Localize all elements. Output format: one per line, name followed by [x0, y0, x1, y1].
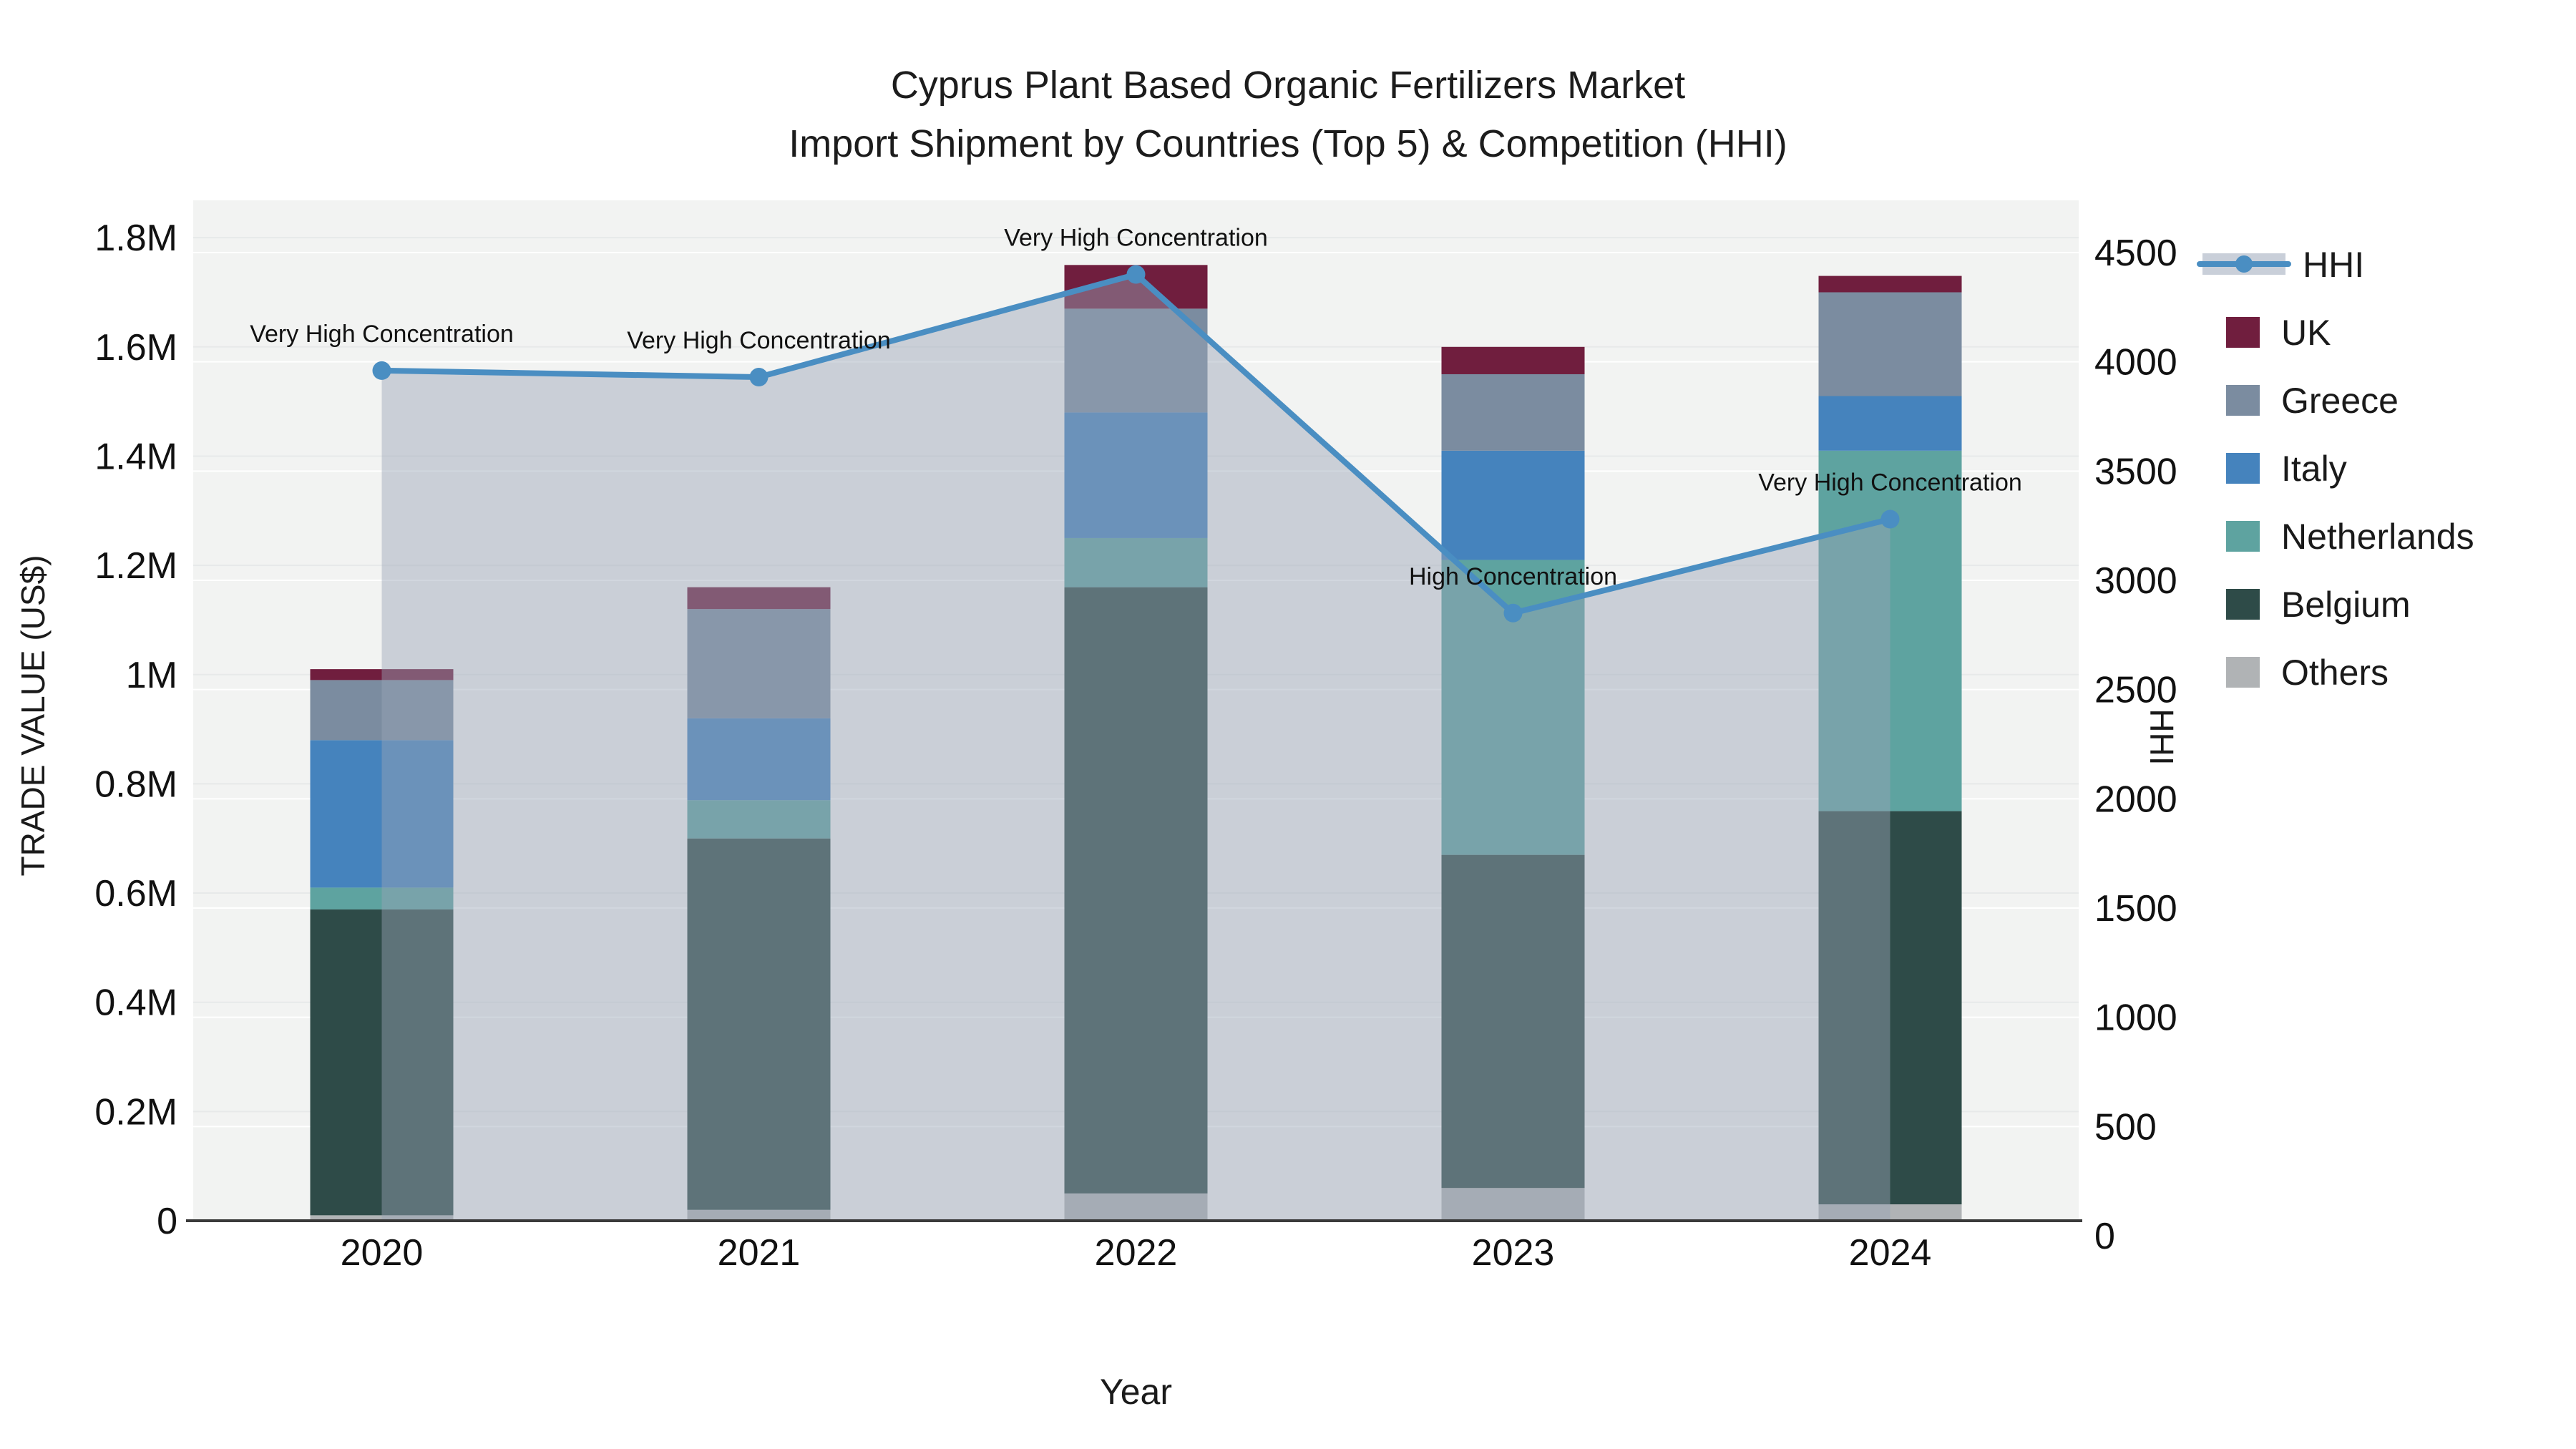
hhi-legend-sample-icon	[2197, 249, 2291, 280]
bar-segment-others-2023[interactable]	[1441, 1188, 1585, 1221]
y-left-tick-1.2M: 1.2M	[94, 545, 177, 587]
bar-segment-greece-2022[interactable]	[1064, 308, 1208, 413]
hhi-marker-2022[interactable]	[1126, 265, 1146, 284]
y-right-tick-2000: 2000	[2094, 779, 2177, 820]
hhi-area-fill	[381, 274, 1890, 1221]
bar-segment-belgium-2022[interactable]	[1064, 587, 1208, 1194]
hhi-marker-2024[interactable]	[1880, 509, 1900, 529]
bar-segment-italy-2023[interactable]	[1441, 450, 1585, 560]
legend-swatch-belgium	[2226, 589, 2260, 620]
legend-swatch-netherlands	[2226, 521, 2260, 552]
bar-segment-uk-2023[interactable]	[1441, 346, 1585, 374]
y-right-tick-500: 500	[2094, 1106, 2157, 1148]
annotation-2020: Very High Concentration	[250, 321, 514, 348]
bar-segment-uk-2024[interactable]	[1818, 275, 1962, 293]
annotation-2024: Very High Concentration	[1758, 469, 2022, 497]
bar-segment-belgium-2020[interactable]	[310, 909, 454, 1216]
bar-segment-uk-2021[interactable]	[687, 587, 831, 610]
bar-segment-netherlands-2022[interactable]	[1064, 537, 1208, 587]
bar-segment-uk-2020[interactable]	[310, 669, 454, 680]
legend-label-italy: Italy	[2281, 448, 2347, 489]
hhi-marker-2021[interactable]	[749, 368, 769, 387]
y-left-tick-0: 0	[157, 1201, 177, 1242]
legend-label-uk: UK	[2281, 312, 2331, 353]
bar-segment-italy-2024[interactable]	[1818, 396, 1962, 451]
bar-segment-italy-2022[interactable]	[1064, 412, 1208, 538]
chart-title-line1: Cyprus Plant Based Organic Fertilizers M…	[890, 64, 1686, 107]
x-axis-title: Year	[1100, 1372, 1172, 1412]
y-right-tick-4500: 4500	[2094, 233, 2177, 274]
legend-item-italy[interactable]: Italy	[2202, 434, 2474, 502]
bar-segment-belgium-2023[interactable]	[1441, 854, 1585, 1189]
legend-label-netherlands: Netherlands	[2281, 516, 2474, 557]
bar-segment-others-2022[interactable]	[1064, 1193, 1208, 1221]
x-tick-2023[interactable]: 2023	[1472, 1232, 1555, 1274]
y-left-tick-1.4M: 1.4M	[94, 436, 177, 477]
y-left-tick-1M: 1M	[126, 655, 177, 696]
annotation-2021: Very High Concentration	[627, 327, 891, 354]
bar-segment-greece-2024[interactable]	[1818, 292, 1962, 396]
legend-item-hhi[interactable]: HHI	[2197, 230, 2474, 298]
legend-label-belgium: Belgium	[2281, 584, 2411, 625]
chart-title-line2: Import Shipment by Countries (Top 5) & C…	[789, 122, 1787, 165]
legend-swatch-italy	[2226, 453, 2260, 484]
legend-item-uk[interactable]: UK	[2202, 298, 2474, 366]
bar-segment-greece-2023[interactable]	[1441, 374, 1585, 451]
y-left-axis-title: TRADE VALUE (US$)	[14, 555, 52, 876]
x-tick-2021[interactable]: 2021	[718, 1232, 801, 1274]
bar-segment-greece-2021[interactable]	[687, 609, 831, 718]
y-right-tick-1500: 1500	[2094, 888, 2177, 930]
bar-segment-belgium-2024[interactable]	[1818, 811, 1962, 1205]
legend-item-netherlands[interactable]: Netherlands	[2202, 502, 2474, 570]
y-right-tick-4000: 4000	[2094, 342, 2177, 384]
bar-segment-others-2020[interactable]	[310, 1215, 454, 1221]
y-right-tick-1000: 1000	[2094, 997, 2177, 1039]
y-right-axis-title: HHI	[2143, 708, 2180, 765]
y-left-tick-0.6M: 0.6M	[94, 873, 177, 914]
legend-swatch-others	[2226, 657, 2260, 688]
legend-label-others: Others	[2281, 652, 2389, 693]
bar-segment-others-2024[interactable]	[1818, 1204, 1962, 1221]
y-right-tick-3500: 3500	[2094, 451, 2177, 492]
y-right-tick-0: 0	[2094, 1216, 2115, 1257]
legend-swatch-uk	[2226, 317, 2260, 348]
y-left-tick-1.6M: 1.6M	[94, 327, 177, 369]
x-tick-2020[interactable]: 2020	[341, 1232, 424, 1274]
legend-item-greece[interactable]: Greece	[2202, 366, 2474, 434]
y-left-tick-0.8M: 0.8M	[94, 763, 177, 805]
hhi-marker-2023[interactable]	[1503, 603, 1523, 623]
y-left-tick-1.8M: 1.8M	[94, 218, 177, 259]
legend-swatch-greece	[2226, 385, 2260, 416]
legend: HHI UK Greece Italy Netherlands Belgium Others	[2197, 230, 2474, 706]
x-tick-2024[interactable]: 2024	[1849, 1232, 1932, 1274]
legend-item-belgium[interactable]: Belgium	[2202, 570, 2474, 638]
legend-label-greece: Greece	[2281, 380, 2399, 421]
bar-segment-greece-2020[interactable]	[310, 680, 454, 741]
legend-item-others[interactable]: Others	[2202, 638, 2474, 706]
bar-segment-belgium-2021[interactable]	[687, 838, 831, 1210]
annotation-2023: High Concentration	[1409, 563, 1617, 590]
bar-segment-netherlands-2020[interactable]	[310, 887, 454, 909]
bar-segment-italy-2021[interactable]	[687, 718, 831, 801]
hhi-marker-2020[interactable]	[372, 361, 391, 380]
y-right-tick-3000: 3000	[2094, 560, 2177, 602]
bar-segment-italy-2020[interactable]	[310, 740, 454, 888]
x-tick-2022[interactable]: 2022	[1095, 1232, 1178, 1274]
y-right-tick-2500: 2500	[2094, 670, 2177, 711]
legend-label-hhi: HHI	[2303, 244, 2365, 285]
annotation-2022: Very High Concentration	[1004, 225, 1268, 252]
chart-title: Cyprus Plant Based Organic Fertilizers M…	[0, 56, 2576, 173]
y-left-tick-0.2M: 0.2M	[94, 1091, 177, 1133]
bar-segment-netherlands-2021[interactable]	[687, 800, 831, 839]
bar-segment-others-2021[interactable]	[687, 1209, 831, 1221]
y-left-tick-0.4M: 0.4M	[94, 982, 177, 1024]
